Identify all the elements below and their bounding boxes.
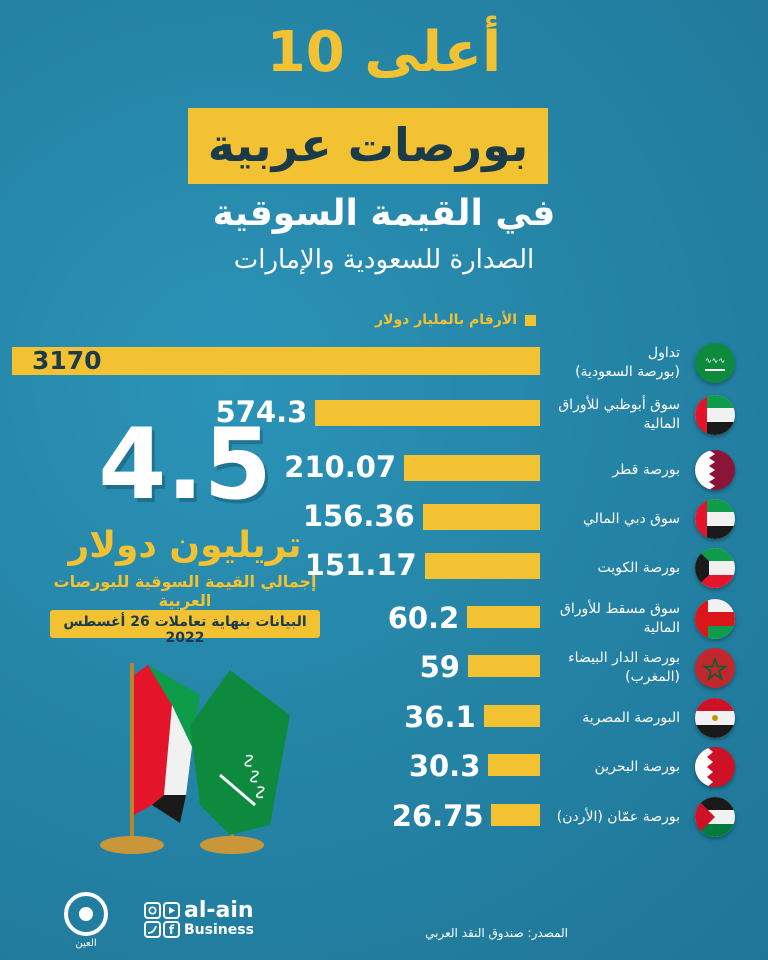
- category-label-3: بورصة قطر: [540, 445, 680, 495]
- bar-4: [422, 504, 540, 530]
- category-label-9: بورصة البحرين: [540, 742, 680, 792]
- bar-value-label-6: 60.2: [387, 601, 460, 635]
- bar-6: [467, 606, 540, 628]
- saudi-flag-icon: ∿∿∿: [695, 343, 735, 383]
- kuwait-flag-icon: [695, 548, 735, 588]
- total-description: إجمالي القيمة السوقية للبورصات العربية: [53, 572, 317, 610]
- category-label-1: تداول (بورصة السعودية): [540, 338, 680, 388]
- bar-value-label-7: 59: [419, 650, 460, 684]
- category-label-4: سوق دبي المالي: [540, 494, 680, 544]
- uae-flag-icon: [100, 663, 200, 854]
- category-label-5: بورصة الكويت: [540, 543, 681, 593]
- bar-value-label-1: 3170: [32, 346, 102, 375]
- category-line-1: بورصة الكويت: [597, 559, 681, 576]
- category-label-7: بورصة الدار البيضاء (المغرب): [540, 643, 680, 693]
- title-highlight-band: [188, 108, 548, 184]
- facebook-icon: [163, 921, 180, 938]
- total-unit: تريليون دولار: [68, 525, 302, 566]
- brand-sub: Business: [184, 922, 254, 938]
- title-line-1: أعلى 10: [266, 20, 502, 85]
- bar-9: [488, 754, 540, 776]
- category-label-6: سوق مسقط للأوراق المالية: [540, 594, 680, 644]
- source-note: المصدر: صندوق النقد العربي: [425, 926, 568, 940]
- bar-value-label-8: 36.1: [404, 700, 476, 734]
- category-line-1: بورصة قطر: [612, 461, 680, 478]
- al-ain-logo-icon: العين: [64, 892, 108, 949]
- bar-3: [404, 455, 540, 481]
- svg-text:f: f: [169, 923, 175, 937]
- category-line-1: البورصة المصرية: [582, 709, 680, 726]
- egypt-flag-icon: [695, 698, 735, 738]
- bar-2: [315, 400, 540, 426]
- bar-10: [491, 804, 540, 826]
- category-line-1: بورصة البحرين: [594, 758, 680, 775]
- legend-swatch: [525, 314, 536, 326]
- total-value: 4.5: [98, 408, 272, 522]
- bar-1: [12, 347, 540, 375]
- category-label-8: البورصة المصرية: [540, 693, 680, 743]
- category-line-2: المالية: [643, 620, 680, 636]
- svg-text:∿∿∿: ∿∿∿: [705, 356, 725, 365]
- bahrain-flag-icon: [695, 747, 735, 787]
- uae-flag-icon: [695, 395, 735, 435]
- category-line-1: سوق مسقط للأوراق: [560, 601, 680, 617]
- category-line-1: بورصة عمّان (الأردن): [556, 808, 680, 825]
- title-line-3: في القيمة السوقية: [212, 193, 556, 234]
- instagram-icon: [144, 902, 161, 919]
- date-note-band: [50, 610, 320, 638]
- bar-value-label-9: 30.3: [408, 749, 481, 783]
- legend-label: الأرقام بالمليار دولار: [375, 312, 517, 328]
- category-line-2: (بورصة السعودية): [575, 364, 680, 380]
- bar-value-label-5: 151.17: [304, 548, 417, 582]
- brand-name: al-ain: [184, 898, 254, 923]
- logo-text: العين: [75, 938, 96, 949]
- youtube-icon: [163, 902, 180, 919]
- saudi-flag-icon: ∿∿∿: [190, 670, 290, 854]
- category-label-10: بورصة عمّان (الأردن): [540, 792, 680, 842]
- bar-value-label-4: 156.36: [302, 499, 415, 533]
- bar-5: [424, 553, 540, 579]
- bar-value-label-10: 26.75: [391, 799, 484, 833]
- category-line-1: سوق دبي المالي: [583, 510, 680, 527]
- oman-flag-icon: [695, 599, 735, 639]
- morocco-flag-icon: [695, 648, 735, 688]
- bar-value-label-3: 210.07: [284, 450, 397, 484]
- uae-flag-icon: [695, 499, 735, 539]
- date-note: البيانات بنهاية تعاملات 26 أغسطس 2022: [63, 614, 307, 646]
- subtitle: الصدارة للسعودية والإمارات: [233, 245, 535, 275]
- twitter-icon: [144, 921, 161, 938]
- category-line-2: المالية: [643, 416, 680, 432]
- category-line-1: بورصة الدار البيضاء: [568, 650, 680, 666]
- category-label-2: سوق أبوظبي للأوراق المالية: [540, 390, 680, 440]
- category-line-2: (المغرب): [625, 669, 680, 685]
- bar-8: [483, 705, 540, 727]
- qatar-flag-icon: [695, 450, 735, 490]
- social-icons: f: [144, 902, 180, 938]
- bar-7: [467, 655, 540, 677]
- category-line-1: تداول: [647, 345, 680, 361]
- chart-legend: الأرقام بالمليار دولار: [375, 312, 536, 328]
- bar-value-label-2: 574.3: [215, 395, 308, 429]
- jordan-flag-icon: [695, 797, 735, 837]
- category-line-1: سوق أبوظبي للأوراق: [558, 397, 680, 413]
- title-line-2: بورصات عربية: [207, 118, 529, 172]
- flags-illustration: ∿∿∿: [100, 663, 290, 854]
